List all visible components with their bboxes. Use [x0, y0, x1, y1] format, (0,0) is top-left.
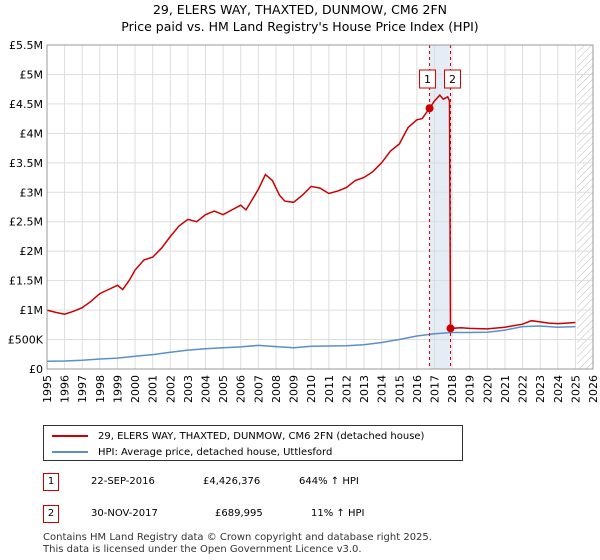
legend-swatch-hpi — [52, 451, 88, 453]
x-tick-label: 1996 — [59, 375, 72, 403]
x-tick-label: 2026 — [587, 375, 600, 403]
sale-hpi-1: 644% ↑ HPI — [299, 476, 359, 487]
y-tick-label: £4.5M — [9, 98, 43, 111]
x-tick-label: 2001 — [147, 375, 160, 403]
sale-hpi-2: 11% ↑ HPI — [311, 508, 365, 519]
y-tick-label: £1M — [20, 304, 44, 317]
y-tick-label: £5M — [20, 68, 44, 81]
x-tick-label: 2008 — [270, 375, 283, 403]
y-tick-label: £2.5M — [9, 216, 43, 229]
x-tick-label: 2010 — [305, 375, 318, 403]
x-tick-label: 2017 — [428, 375, 441, 403]
legend: 29, ELERS WAY, THAXTED, DUNMOW, CM6 2FN … — [43, 425, 463, 461]
y-tick-label: £4M — [20, 127, 44, 140]
legend-item-property: 29, ELERS WAY, THAXTED, DUNMOW, CM6 2FN … — [52, 429, 424, 443]
sale-label-box-1 — [419, 69, 437, 89]
x-tick-label: 1995 — [41, 375, 54, 403]
sale-badge-2: 2 — [43, 505, 59, 523]
sale-point-2 — [446, 324, 455, 333]
x-tick-label: 2004 — [200, 375, 213, 403]
x-tick-label: 2024 — [552, 375, 565, 403]
x-tick-label: 1998 — [94, 375, 107, 403]
sale-date-1: 22-SEP-2016 — [91, 476, 155, 487]
y-tick-label: £0 — [29, 363, 43, 376]
sale-date-2: 30-NOV-2017 — [91, 508, 158, 519]
x-tick-label: 2015 — [393, 375, 406, 403]
x-tick-label: 2022 — [517, 375, 530, 403]
y-tick-label: £1.5M — [9, 275, 43, 288]
plot-area — [47, 45, 593, 369]
y-tick-label: £3M — [20, 186, 44, 199]
legend-swatch-property — [52, 435, 88, 437]
sale-label-1: 1 — [424, 73, 431, 86]
x-tick-label: 2012 — [340, 375, 353, 403]
x-tick-label: 1999 — [111, 375, 124, 403]
y-tick-label: £3.5M — [9, 157, 43, 170]
x-tick-label: 2021 — [499, 375, 512, 403]
x-tick-label: 2006 — [235, 375, 248, 403]
x-tick-label: 2016 — [411, 375, 424, 403]
legend-label-hpi: HPI: Average price, detached house, Uttl… — [98, 446, 333, 458]
sale-price-2: £689,995 — [215, 508, 263, 519]
x-tick-label: 2014 — [376, 375, 389, 403]
sale-badge-1: 1 — [43, 473, 59, 491]
x-tick-label: 2019 — [464, 375, 477, 403]
x-tick-label: 2011 — [323, 375, 336, 403]
x-tick-label: 2020 — [481, 375, 494, 403]
sale-point-1 — [425, 104, 434, 113]
legend-label-property: 29, ELERS WAY, THAXTED, DUNMOW, CM6 2FN … — [98, 430, 425, 442]
x-tick-label: 2007 — [252, 375, 265, 403]
sale-price-1: £4,426,376 — [203, 476, 261, 487]
footer-licence: This data is licensed under the Open Gov… — [43, 544, 362, 555]
x-tick-label: 2013 — [358, 375, 371, 403]
x-tick-label: 2003 — [182, 375, 195, 403]
series-line-hpi — [46, 325, 576, 363]
chart-title: 29, ELERS WAY, THAXTED, DUNMOW, CM6 2FN — [152, 2, 448, 17]
legend-item-hpi: HPI: Average price, detached house, Uttl… — [52, 445, 332, 459]
sale-period-shade — [429, 45, 451, 369]
x-tick-label: 2009 — [288, 375, 301, 403]
sale-label-2: 2 — [449, 73, 456, 86]
x-tick-label: 2023 — [534, 375, 547, 403]
sale-label-box-2 — [444, 69, 462, 89]
x-tick-label: 1997 — [76, 375, 89, 403]
x-tick-label: 2005 — [217, 375, 230, 403]
chart-subtitle: Price paid vs. HM Land Registry's House … — [121, 19, 479, 34]
x-tick-label: 2000 — [129, 375, 142, 403]
footer-copyright: Contains HM Land Registry data © Crown c… — [43, 532, 432, 543]
plot-border — [46, 44, 594, 370]
y-tick-label: £5.5M — [9, 39, 43, 52]
x-tick-label: 2018 — [446, 375, 459, 403]
x-tick-label: 2002 — [164, 375, 177, 403]
y-tick-label: £2M — [20, 245, 44, 258]
y-tick-label: £500K — [8, 334, 44, 347]
x-tick-label: 2025 — [569, 375, 582, 403]
future-hatch — [577, 45, 593, 369]
price-chart: 1 2 £0 £500K £1M £1.5M £2M £2.5M £3M £3.5M £4M £4.… — [8, 39, 600, 403]
